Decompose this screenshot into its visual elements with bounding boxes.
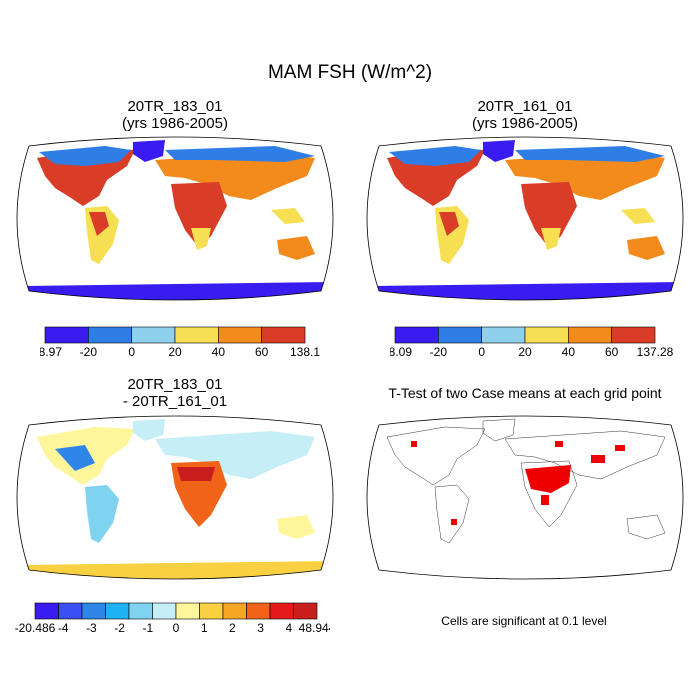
colorbar-tick-label: 60 [605, 345, 619, 359]
colorbar-swatch [568, 326, 612, 344]
colorbar-tick-label: -58.09 [390, 345, 412, 359]
colorbar-swatch [175, 602, 200, 620]
colorbar-tick-label: 1 [201, 621, 208, 635]
panel-case1-title-line1: 20TR_183_01 [127, 98, 223, 115]
colorbar-swatch [105, 602, 130, 620]
colorbar-swatch [58, 602, 83, 620]
colorbar-case2: -58.09 -20 0 20 40 60 137.28 [390, 326, 674, 359]
colorbar-swatch [611, 326, 656, 344]
colorbar-tick-label: 3 [257, 621, 264, 635]
map-difference [16, 415, 334, 580]
colorbar-tick-label: 0 [173, 621, 180, 635]
colorbar-difference: -20.486-4 -3 -2 -1 0 1 2 3 4 48.944 [15, 602, 330, 635]
map-case2 [366, 136, 684, 301]
panel-case1-title: 20TR_183_01 (yrs 1986-2005) [15, 98, 335, 132]
colorbar-tick-label: -20 [430, 345, 448, 359]
colorbar-tick-label: 2 [229, 621, 236, 635]
colorbar-swatch [394, 326, 439, 344]
map-case1 [16, 136, 334, 301]
colorbar-tick-label: -20 [80, 345, 98, 359]
colorbar-swatch [128, 602, 153, 620]
colorbar-swatch [524, 326, 569, 344]
colorbar-swatch [81, 602, 106, 620]
colorbar-tick-label: -2 [114, 621, 125, 635]
colorbar-tick-label: 60 [255, 345, 269, 359]
panel-difference-title-line2: - 20TR_161_01 [122, 393, 228, 410]
colorbar-swatch [199, 602, 224, 620]
colorbar-swatch [481, 326, 526, 344]
panel-case2-title: 20TR_161_01 (yrs 1986-2005) [365, 98, 685, 132]
colorbar-case1: -58.97 -20 0 20 40 60 138.1 [40, 326, 320, 359]
colorbar-tick-label: -3 [86, 621, 97, 635]
panel-case2-title-line2: (yrs 1986-2005) [472, 115, 578, 132]
colorbar-swatch [293, 602, 318, 620]
panel-difference-title: 20TR_183_01 - 20TR_161_01 [15, 376, 335, 410]
map-ttest-significant-cells [411, 441, 625, 525]
map-difference-land [25, 419, 333, 579]
colorbar-tick-label: -58.97 [40, 345, 62, 359]
colorbar-tick-label: 0 [478, 345, 485, 359]
colorbar-tick-label: 40 [562, 345, 576, 359]
figure-title: MAM FSH (W/m^2) [267, 62, 433, 83]
colorbar-tick-label: -4 [58, 621, 69, 635]
colorbar-swatch [438, 326, 482, 344]
colorbar-tick-label: 138.1 [290, 345, 320, 359]
colorbar-tick-label: 0 [128, 345, 135, 359]
colorbar-swatch [174, 326, 219, 344]
colorbar-tick-label: -1 [142, 621, 153, 635]
colorbar-tick-label: -20.486 [15, 621, 56, 635]
colorbar-tick-label: 137.28 [637, 345, 674, 359]
colorbar-swatch [44, 326, 89, 344]
colorbar-swatch [131, 326, 176, 344]
colorbar-tick-label: 40 [212, 345, 226, 359]
colorbar-swatch [269, 602, 294, 620]
colorbar-tick-label: 20 [168, 345, 182, 359]
colorbar-swatch [34, 602, 59, 620]
panel-case1-title-line2: (yrs 1986-2005) [122, 115, 228, 132]
colorbar-swatch [222, 602, 247, 620]
colorbar-tick-label: 4 [285, 621, 292, 635]
colorbar-tick-label: 20 [518, 345, 532, 359]
significance-note: Cells are significant at 0.1 level [441, 614, 607, 628]
colorbar-swatch [246, 602, 271, 620]
colorbar-swatch [152, 602, 177, 620]
panel-difference-title-line1: 20TR_183_01 [127, 376, 223, 393]
map-ttest-coastlines [386, 418, 666, 544]
colorbar-tick-label: 48.944 [299, 621, 330, 635]
map-case2-land [375, 140, 683, 300]
colorbar-swatch [218, 326, 262, 344]
panel-ttest-title: T-Test of two Case means at each grid po… [388, 385, 662, 401]
map-case1-land [25, 140, 333, 300]
map-ttest [366, 415, 684, 580]
colorbar-swatch [88, 326, 132, 344]
panel-case2-title-line1: 20TR_161_01 [477, 98, 573, 115]
colorbar-swatch [261, 326, 306, 344]
